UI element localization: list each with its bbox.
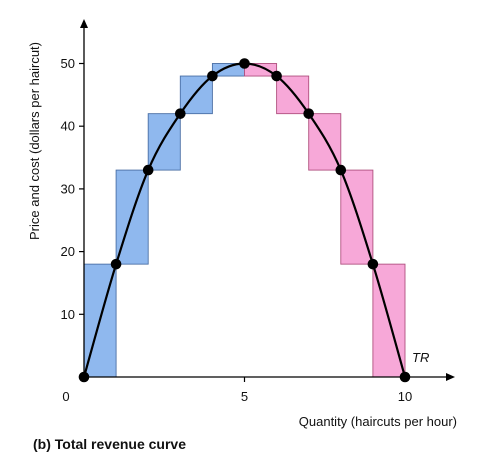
y-axis-arrow xyxy=(80,19,88,28)
axes xyxy=(80,19,455,381)
revenue-bars xyxy=(83,63,406,378)
tr-point xyxy=(303,108,315,119)
tr-point xyxy=(142,164,154,176)
chart-caption: (b) Total revenue curve xyxy=(33,436,187,452)
tr-points xyxy=(78,58,411,383)
tr-point xyxy=(175,108,186,119)
revenue-bar xyxy=(244,63,278,77)
x-axis-title: Quantity (haircuts per hour) xyxy=(299,414,457,429)
tr-point xyxy=(367,258,379,270)
y-tick-label: 50 xyxy=(61,56,75,71)
tr-point xyxy=(271,70,282,82)
curve-label: TR xyxy=(412,350,429,365)
tr-point xyxy=(399,371,411,383)
y-tick-label: 30 xyxy=(61,181,75,196)
tr-point xyxy=(207,70,218,82)
total-revenue-chart: 10 20 30 40 50 0 5 10 TR Quantity (haircuts per… xyxy=(27,19,457,429)
y-tick-label: 20 xyxy=(61,244,75,259)
y-tick-label: 40 xyxy=(61,119,75,134)
tr-point xyxy=(78,371,90,383)
x-tick-label: 5 xyxy=(241,389,248,404)
tr-point xyxy=(239,58,250,69)
y-tick-label: 10 xyxy=(61,307,75,322)
x-axis-arrow xyxy=(446,373,455,381)
tr-point xyxy=(335,164,347,176)
x-tick-label: 10 xyxy=(398,389,412,404)
x-tick-label: 0 xyxy=(62,389,69,404)
tr-point xyxy=(110,258,122,270)
y-axis-title: Price and cost (dollars per haircut) xyxy=(27,42,42,240)
